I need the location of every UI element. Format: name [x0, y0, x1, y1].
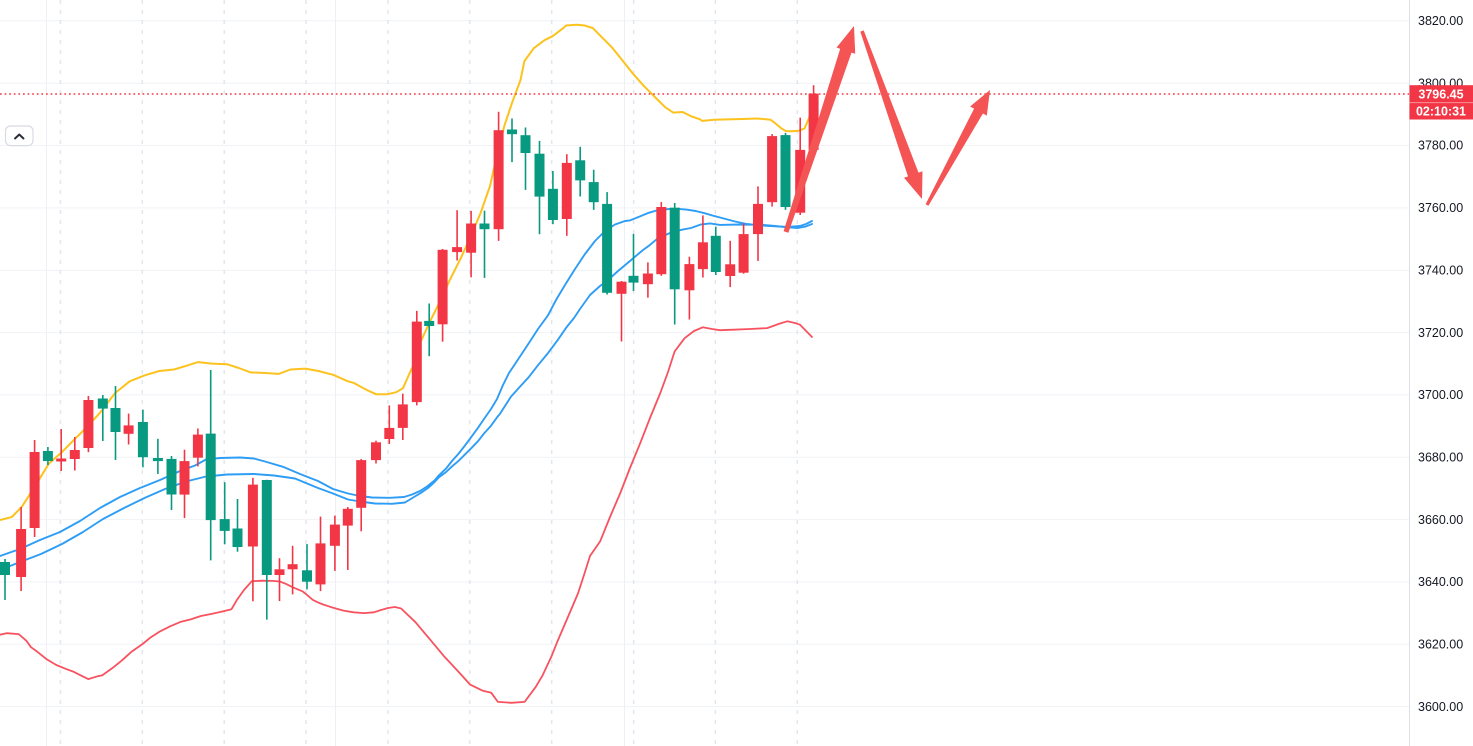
svg-text:3640.00: 3640.00	[1418, 575, 1463, 589]
svg-text:02:10:31: 02:10:31	[1416, 105, 1466, 119]
svg-text:3820.00: 3820.00	[1418, 14, 1463, 28]
svg-text:3660.00: 3660.00	[1418, 513, 1463, 527]
svg-text:3796.45: 3796.45	[1418, 87, 1463, 101]
svg-text:3780.00: 3780.00	[1418, 139, 1463, 153]
svg-text:3620.00: 3620.00	[1418, 638, 1463, 652]
svg-text:3680.00: 3680.00	[1418, 450, 1463, 464]
svg-text:3600.00: 3600.00	[1418, 700, 1463, 714]
svg-text:3720.00: 3720.00	[1418, 326, 1463, 340]
svg-text:3740.00: 3740.00	[1418, 263, 1463, 277]
svg-text:3760.00: 3760.00	[1418, 201, 1463, 215]
svg-text:3700.00: 3700.00	[1418, 388, 1463, 402]
